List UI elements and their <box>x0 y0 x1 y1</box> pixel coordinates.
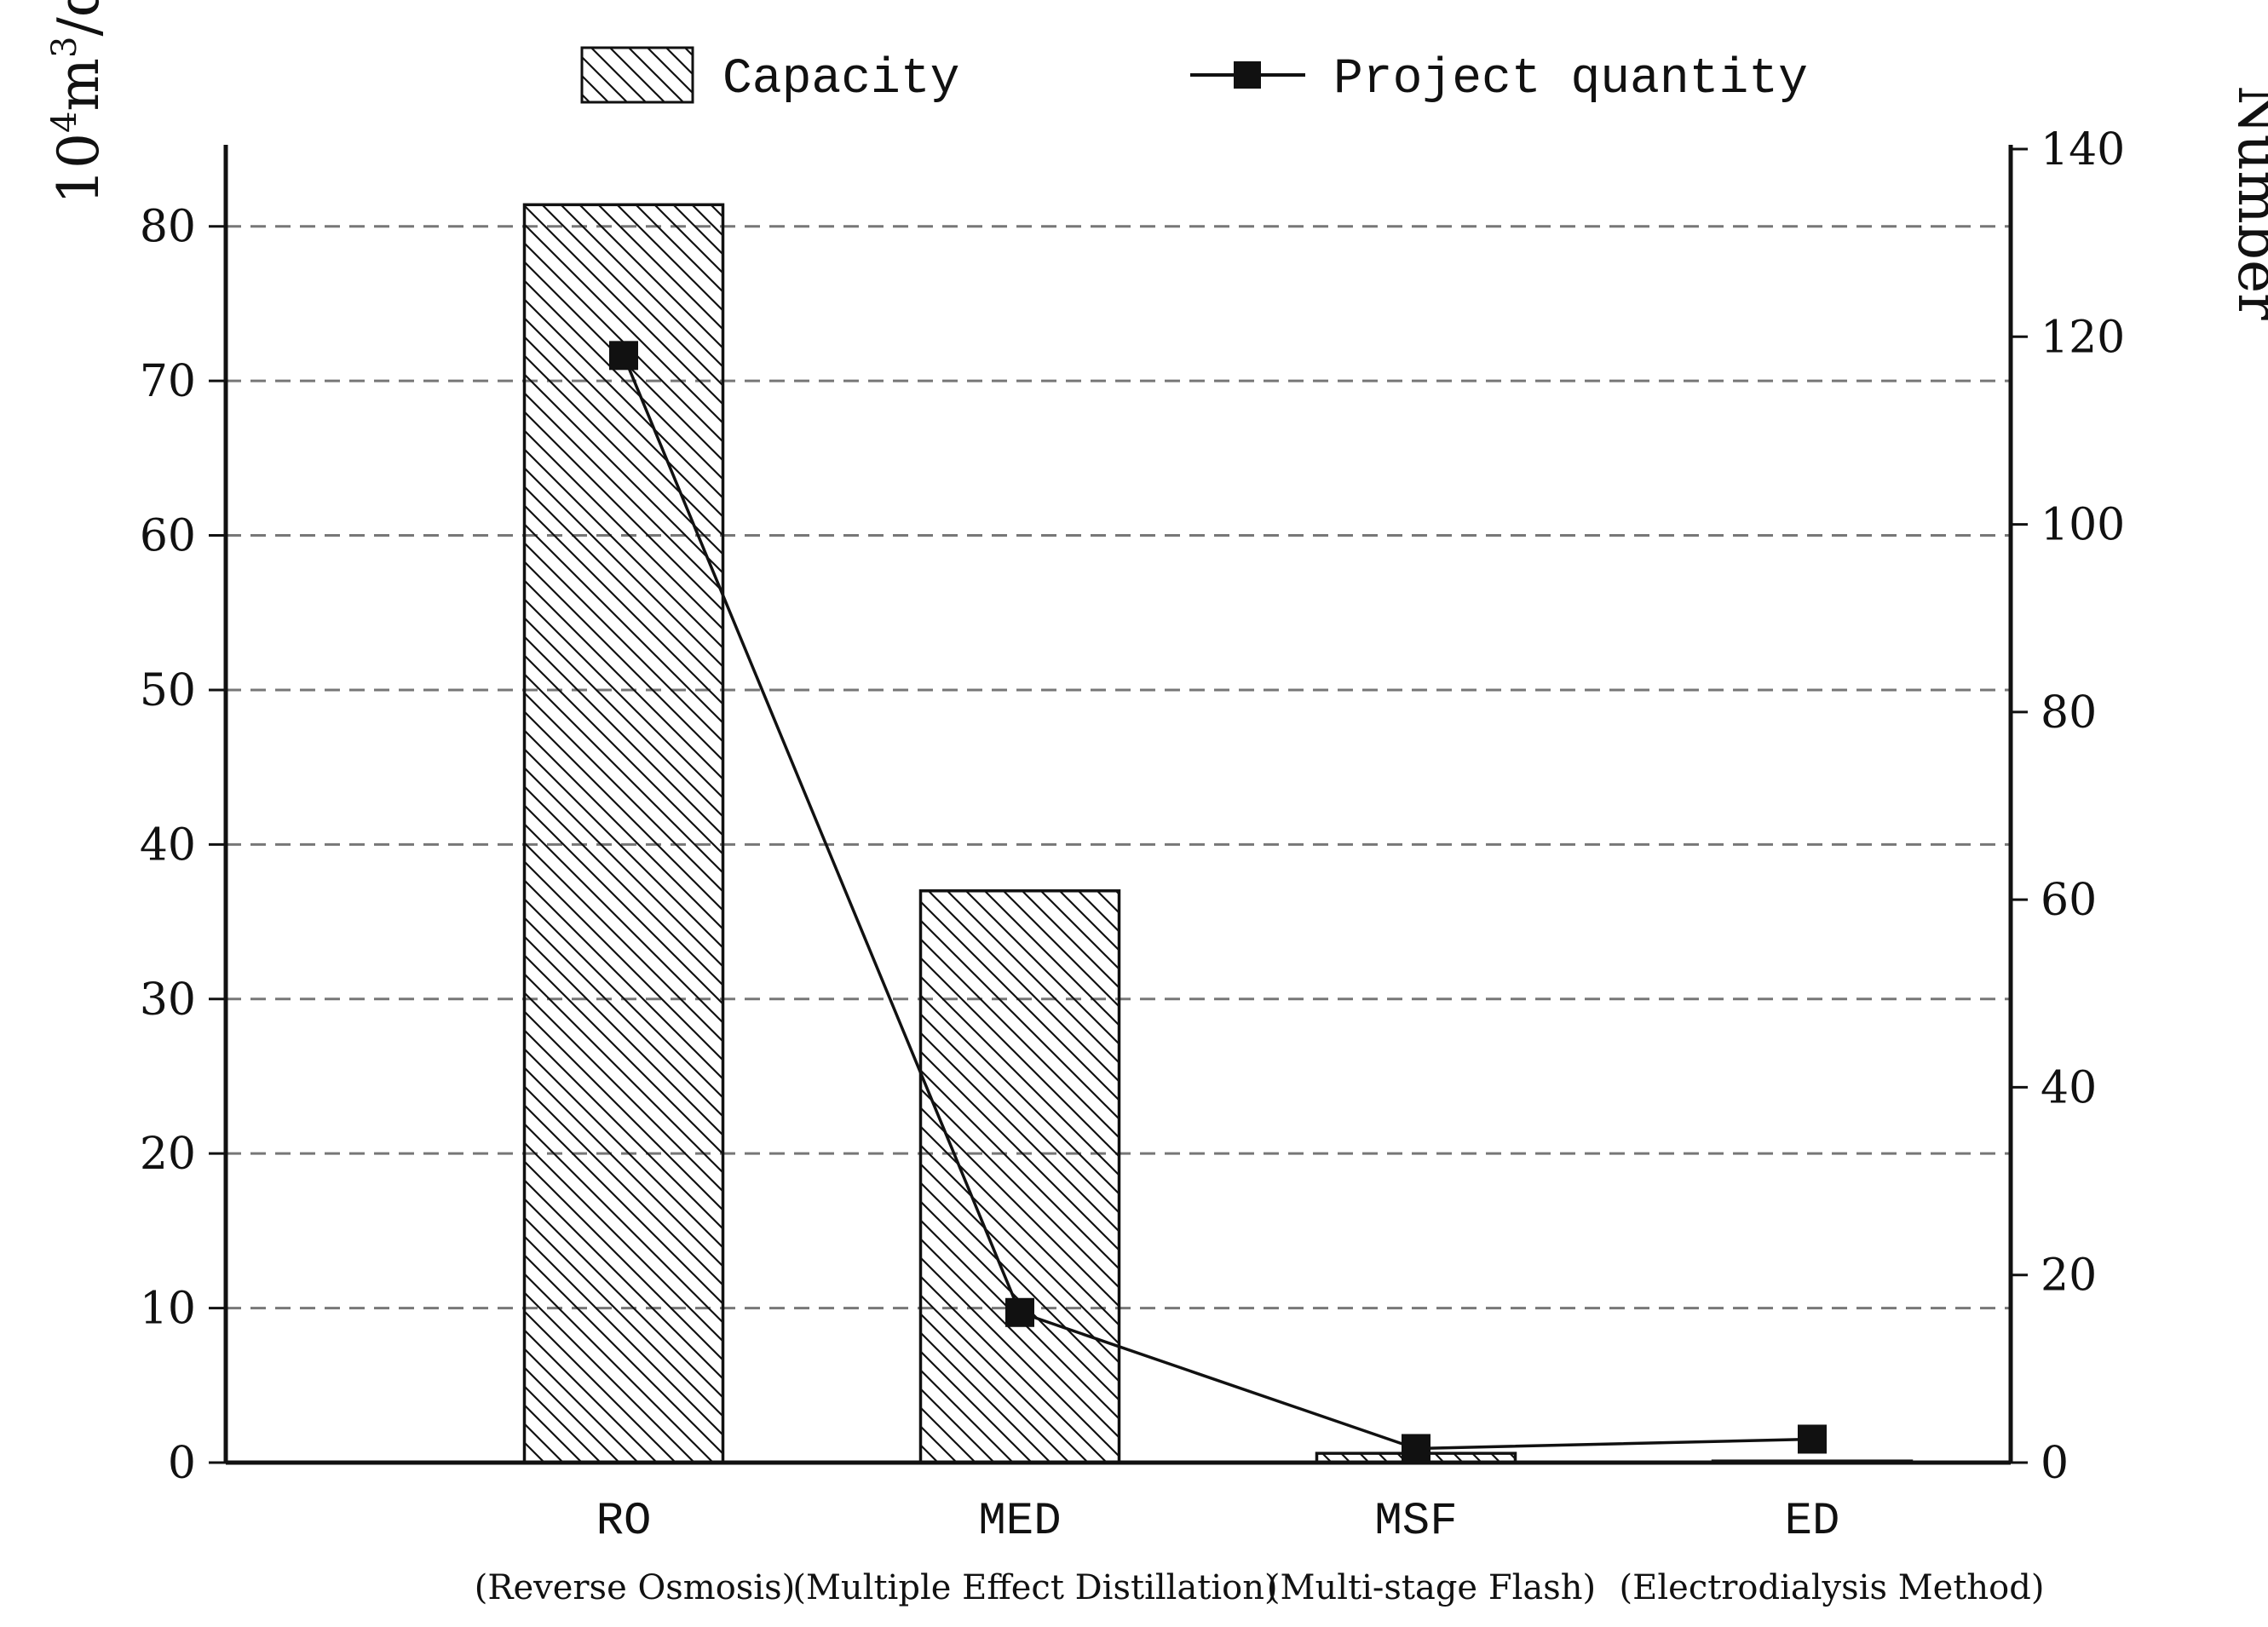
y-left-tick-label: 0 <box>168 1438 196 1489</box>
y-right-tick-label: 20 <box>2041 1250 2097 1302</box>
legend: Capacity Project quantity <box>580 46 1808 107</box>
x-category-description: (Multi-stage Flash) <box>1267 1568 1596 1607</box>
x-category-description: (Electrodialysis Method) <box>1620 1568 2045 1607</box>
x-category-description: (Multiple Effect Distillation) <box>792 1568 1277 1607</box>
x-axis-categories: RO MED MSF ED (Reverse Osmosis)(Multiple Eff… <box>475 1496 2045 1607</box>
bar-med <box>918 889 1121 1464</box>
capacity-bars <box>522 203 1914 1464</box>
y-axis-left-title: 104m3/day <box>45 0 112 204</box>
legend-project-marker <box>1234 61 1261 89</box>
x-category-description: (Reverse Osmosis) <box>475 1568 795 1607</box>
axes <box>223 145 2013 1465</box>
point-ro <box>609 341 638 371</box>
y-right-tick-label: 120 <box>2041 312 2125 363</box>
y-right-tick-label: 80 <box>2041 687 2097 739</box>
legend-project-label: Project quantity <box>1333 52 1808 107</box>
x-category-label: MED <box>978 1496 1061 1548</box>
y-left-tick-label: 60 <box>140 511 196 562</box>
y-left-tick-label: 70 <box>140 356 196 407</box>
point-ed <box>1798 1424 1827 1454</box>
point-med <box>1005 1297 1034 1327</box>
y-axis-left-ticks: 0 10 20 30 40 50 60 70 80 <box>140 202 226 1489</box>
x-category-label: RO <box>596 1496 652 1548</box>
y-right-tick-label: 60 <box>2041 875 2097 926</box>
y-left-tick-label: 10 <box>140 1284 196 1335</box>
y-left-tick-label: 80 <box>140 202 196 253</box>
y-left-tick-label: 30 <box>140 974 196 1026</box>
project-quantity-polyline <box>622 354 1813 1451</box>
y-right-tick-label: 140 <box>2041 124 2125 175</box>
y-left-tick-label: 50 <box>140 665 196 716</box>
y-right-tick-label: 100 <box>2041 500 2125 551</box>
y-left-tick-label: 40 <box>140 819 196 871</box>
legend-capacity-swatch <box>580 46 694 104</box>
bar-ro <box>522 203 725 1464</box>
y-axis-right-title: Number <box>2225 85 2268 320</box>
legend-capacity-label: Capacity <box>722 52 959 107</box>
project-quantity-line <box>609 341 1827 1463</box>
x-category-label: ED <box>1785 1496 1840 1548</box>
y-right-tick-label: 40 <box>2041 1062 2097 1113</box>
x-category-label: MSF <box>1374 1496 1457 1548</box>
y-axis-right-ticks: 0 20 40 60 80 100 120 140 <box>2011 124 2125 1489</box>
y-right-tick-label: 0 <box>2041 1438 2069 1489</box>
point-msf <box>1402 1434 1430 1463</box>
y-left-tick-label: 20 <box>140 1129 196 1180</box>
